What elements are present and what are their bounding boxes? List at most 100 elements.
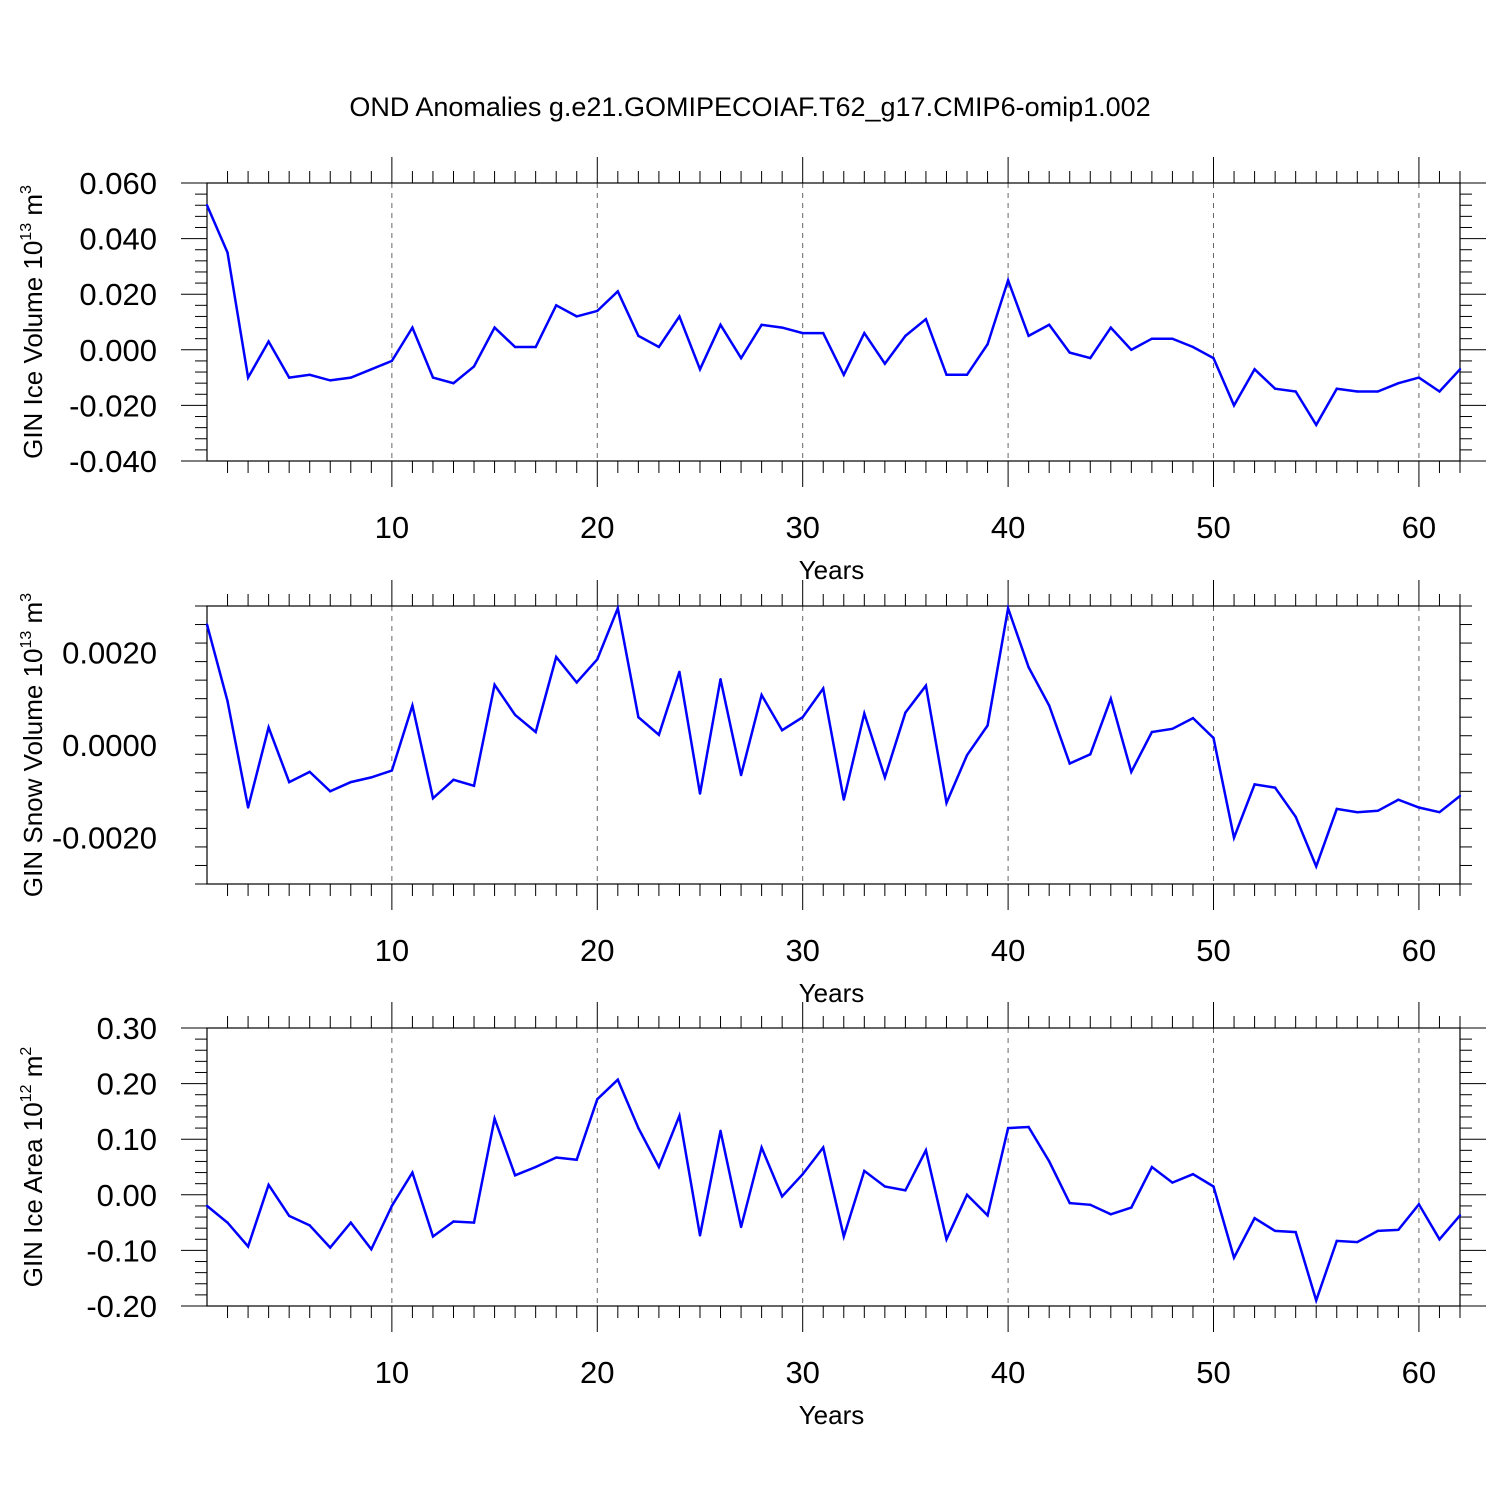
data-point [616,1078,620,1081]
data-point [1417,1203,1421,1206]
y-tick-label: -0.040 [69,444,157,479]
data-point [863,331,866,335]
data-point [1171,337,1174,340]
data-point [739,356,743,360]
data-point [390,769,394,772]
data-point [308,1224,311,1227]
y-tick-label: 0.0020 [62,635,157,670]
data-point [1109,1213,1113,1216]
data-point [205,1204,209,1208]
data-point [452,381,455,385]
data-point [267,340,270,343]
data-point [801,331,804,335]
data-point [739,773,743,777]
x-tick-label: 50 [1196,933,1230,968]
x-tick-label: 10 [375,510,409,545]
data-point [534,345,537,349]
data-point [349,1221,352,1224]
data-point [246,376,250,379]
data-point [1047,323,1051,326]
data-point [554,655,558,659]
data-point [493,326,496,329]
data-point [1089,356,1092,360]
data-point [883,362,887,365]
data-point [267,1183,270,1186]
y-tick-label: -0.10 [86,1233,157,1268]
data-point [1273,387,1277,390]
data-point [308,373,311,377]
data-point [1397,381,1400,385]
data-point [411,704,414,707]
data-point [1027,665,1030,669]
data-point [863,712,866,715]
data-point [698,368,702,371]
data-point [1232,404,1236,407]
data-point [534,1165,537,1169]
data-point [390,359,394,363]
data-point [657,1165,661,1169]
data-point [1397,1228,1400,1232]
data-point [1253,783,1256,786]
data-point [431,797,435,800]
x-tick-label: 40 [991,1355,1025,1390]
data-point [1006,279,1010,282]
data-point [596,309,599,313]
data-point [945,801,948,805]
data-point [1047,704,1051,707]
data-point [472,784,476,787]
data-point [924,684,928,687]
data-point [1191,345,1195,349]
data-point [1438,1238,1441,1241]
data-point [1253,1216,1256,1220]
data-point [1458,794,1462,798]
data-point [575,315,578,318]
data-point [945,373,948,377]
data-point [719,323,722,326]
data-point [986,724,989,727]
data-point [1027,1125,1030,1129]
data-point [1068,351,1071,354]
data-point [1273,786,1277,789]
data-point [287,1214,291,1218]
data-point [1232,1256,1236,1259]
data-point [287,780,291,784]
data-point [1294,390,1297,393]
data-point [370,1248,373,1251]
data-point [822,687,825,690]
data-point [1315,1299,1318,1302]
data-point [493,683,496,686]
data-point [1376,390,1380,393]
data-point [1191,1173,1195,1176]
data-point [1253,368,1256,371]
data-point [842,1235,845,1238]
data-point [842,798,845,801]
plot-frame [206,182,1461,462]
data-point [801,1173,804,1176]
data-point [719,678,722,681]
data-point [637,334,640,338]
data-point [575,681,578,684]
x-tick-label: 10 [375,933,409,968]
y-tick-label: 0.0000 [62,728,157,763]
x-tick-label: 20 [580,1355,614,1390]
data-point [822,1146,825,1149]
data-point [965,753,969,757]
data-point [472,365,476,368]
data-point [1089,1203,1092,1207]
data-point [1150,730,1154,734]
data-point [1376,1229,1380,1233]
data-point [904,1189,907,1192]
data-point [760,693,763,697]
data-point [698,1234,702,1237]
data-point [1212,356,1215,360]
data-point [678,315,681,318]
page-title: OND Anomalies g.e21.GOMIPECOIAF.T62_g17.… [349,92,1151,122]
data-point [246,806,250,809]
data-point [1397,798,1400,801]
data-point [739,1225,743,1229]
data-point [1089,753,1092,756]
data-point [554,304,558,307]
y-axis-title: GIN Ice Area 1012 m2 [18,1047,48,1288]
data-point [822,331,825,335]
data-point [246,1245,250,1248]
